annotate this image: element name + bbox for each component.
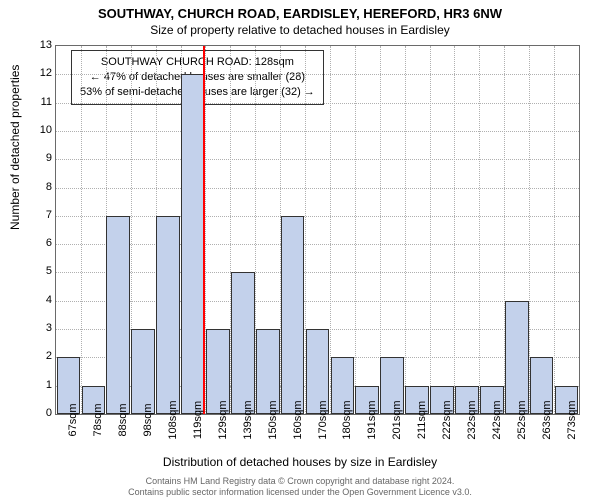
- y-tick-label: 4: [32, 294, 52, 306]
- x-tick-label: 67sqm: [67, 403, 79, 436]
- gridline-h: [56, 301, 579, 302]
- x-tick-label: 129sqm: [217, 400, 229, 439]
- x-tick-label: 160sqm: [292, 400, 304, 439]
- chart-container: SOUTHWAY, CHURCH ROAD, EARDISLEY, HEREFO…: [0, 0, 600, 500]
- gridline-v: [454, 46, 455, 414]
- y-tick-label: 2: [32, 350, 52, 362]
- x-tick-label: 108sqm: [167, 400, 179, 439]
- x-tick-label: 180sqm: [341, 400, 353, 439]
- bar: [281, 216, 305, 414]
- gridline-v: [479, 46, 480, 414]
- x-tick-label: 98sqm: [142, 403, 154, 436]
- bar: [505, 301, 529, 414]
- y-tick-label: 7: [32, 209, 52, 221]
- y-tick-label: 0: [32, 407, 52, 419]
- gridline-v: [81, 46, 82, 414]
- gridline-v: [554, 46, 555, 414]
- gridline-h: [56, 131, 579, 132]
- x-tick-label: 139sqm: [242, 400, 254, 439]
- x-tick-label: 211sqm: [416, 401, 428, 439]
- gridline-h: [56, 244, 579, 245]
- x-tick-label: 78sqm: [92, 403, 104, 436]
- bar: [156, 216, 180, 414]
- gridline-h: [56, 188, 579, 189]
- y-tick-label: 1: [32, 379, 52, 391]
- x-tick-label: 170sqm: [317, 400, 329, 439]
- gridline-h: [56, 272, 579, 273]
- chart-plot-area: SOUTHWAY CHURCH ROAD: 128sqm ← 47% of de…: [55, 45, 580, 415]
- y-tick-label: 11: [32, 96, 52, 108]
- x-tick-label: 252sqm: [516, 400, 528, 439]
- title-main: SOUTHWAY, CHURCH ROAD, EARDISLEY, HEREFO…: [0, 0, 600, 21]
- x-tick-label: 191sqm: [366, 400, 378, 439]
- gridline-h: [56, 103, 579, 104]
- y-tick-label: 13: [32, 39, 52, 51]
- x-tick-label: 232sqm: [466, 400, 478, 439]
- y-tick-label: 8: [32, 181, 52, 193]
- footer-attribution: Contains HM Land Registry data © Crown c…: [0, 476, 600, 498]
- bar: [181, 74, 205, 414]
- gridline-v: [355, 46, 356, 414]
- gridline-h: [56, 159, 579, 160]
- x-tick-label: 273sqm: [566, 400, 578, 439]
- title-sub: Size of property relative to detached ho…: [0, 21, 600, 37]
- gridline-v: [405, 46, 406, 414]
- y-tick-label: 12: [32, 67, 52, 79]
- footer-line1: Contains HM Land Registry data © Crown c…: [0, 476, 600, 487]
- x-tick-label: 119sqm: [192, 401, 204, 439]
- y-tick-label: 9: [32, 152, 52, 164]
- y-tick-label: 5: [32, 265, 52, 277]
- x-tick-label: 88sqm: [117, 403, 129, 436]
- x-tick-label: 242sqm: [491, 400, 503, 439]
- footer-line2: Contains public sector information licen…: [0, 487, 600, 498]
- gridline-h: [56, 216, 579, 217]
- bar: [106, 216, 130, 414]
- y-axis-label: Number of detached properties: [8, 65, 22, 230]
- x-tick-label: 222sqm: [441, 400, 453, 439]
- bar: [131, 329, 155, 414]
- y-tick-label: 10: [32, 124, 52, 136]
- x-tick-label: 201sqm: [391, 400, 403, 439]
- marker-line: [203, 46, 205, 414]
- y-tick-label: 6: [32, 237, 52, 249]
- gridline-v: [430, 46, 431, 414]
- y-tick-label: 3: [32, 322, 52, 334]
- bar: [231, 272, 255, 414]
- x-tick-label: 263sqm: [541, 400, 553, 439]
- x-tick-label: 150sqm: [267, 400, 279, 439]
- x-axis-label: Distribution of detached houses by size …: [0, 455, 600, 469]
- gridline-h: [56, 74, 579, 75]
